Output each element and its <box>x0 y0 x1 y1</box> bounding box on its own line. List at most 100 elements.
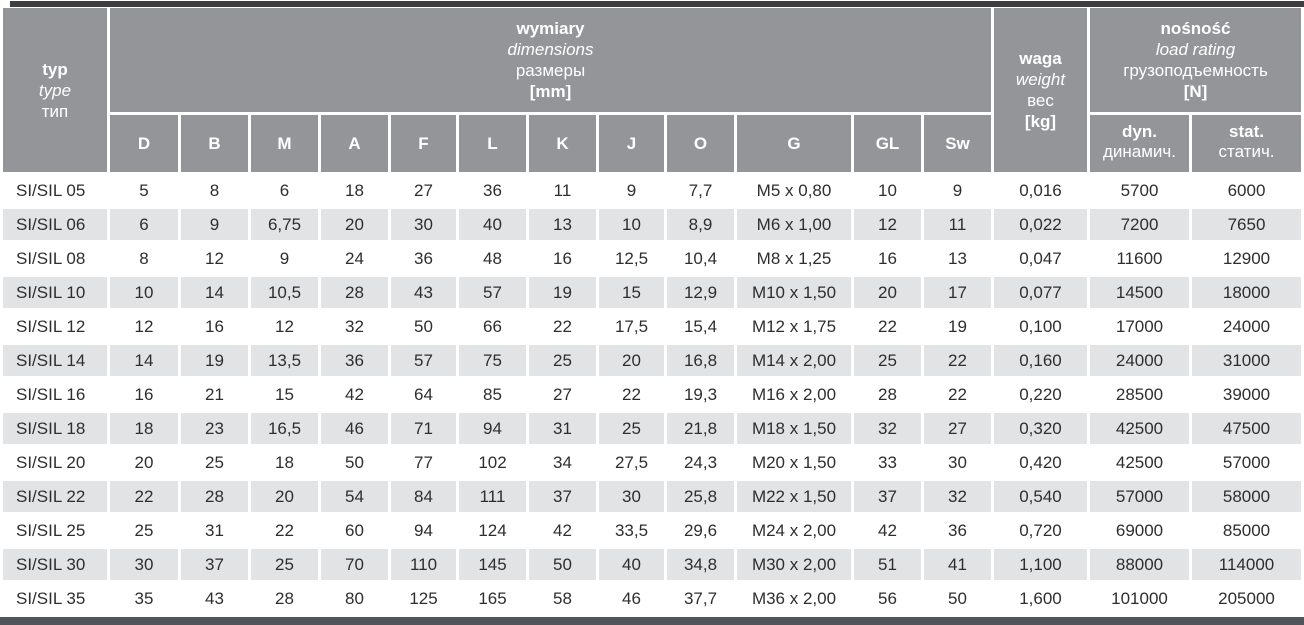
dimension-cell: 84 <box>391 481 456 512</box>
col-header-A: A <box>321 115 388 172</box>
dimension-cell: 10,4 <box>667 243 734 274</box>
dimension-cell: 9 <box>599 175 664 206</box>
dimension-cell: 16 <box>529 243 596 274</box>
weight-cell: 0,320 <box>994 413 1087 444</box>
dimension-cell: 42 <box>529 515 596 546</box>
weight-cell: 0,220 <box>994 379 1087 410</box>
dyn-load-cell: 28500 <box>1090 379 1189 410</box>
dimension-cell: 25 <box>854 345 921 376</box>
dimension-cell: 15 <box>599 277 664 308</box>
stat-load-cell: 57000 <box>1192 447 1302 478</box>
dimension-cell: 18 <box>321 175 388 206</box>
col-header-G: G <box>737 115 851 172</box>
dimension-cell: 31 <box>529 413 596 444</box>
dimension-cell: 19,3 <box>667 379 734 410</box>
dimension-cell: 20 <box>321 209 388 240</box>
dimension-cell: 12,9 <box>667 277 734 308</box>
dimension-cell: 15 <box>251 379 318 410</box>
dimension-cell: 15,4 <box>667 311 734 342</box>
stat-load-cell: 58000 <box>1192 481 1302 512</box>
type-label-ru: тип <box>41 101 69 121</box>
load-rating-label-pl: nośność <box>1160 19 1231 38</box>
dimension-cell: M36 x 2,00 <box>737 583 851 614</box>
dimension-cell: 24,3 <box>667 447 734 478</box>
dimension-cell: M12 x 1,75 <box>737 311 851 342</box>
dimension-cell: 5 <box>110 175 178 206</box>
load-rating-label-en: load rating <box>1155 40 1236 59</box>
dimension-cell: 16,5 <box>251 413 318 444</box>
type-cell: SI/SIL 12 <box>3 311 107 342</box>
dimensions-label-en: dimensions <box>507 40 594 59</box>
dimension-cell: 27 <box>924 413 991 444</box>
dimension-cell: 165 <box>459 583 526 614</box>
weight-cell: 0,720 <box>994 515 1087 546</box>
dimension-cell: 13 <box>924 243 991 274</box>
dimension-cell: 10 <box>110 277 178 308</box>
dyn-load-cell: 17000 <box>1090 311 1189 342</box>
dyn-load-cell: 14500 <box>1090 277 1189 308</box>
dimension-cell: 110 <box>391 549 456 580</box>
table-row: SI/SIL 18 18 23 16,5 46 71 94 31 25 21,8 M18 x 1,5… <box>3 413 1302 444</box>
dimension-cell: 51 <box>854 549 921 580</box>
dimension-cell: 23 <box>181 413 248 444</box>
col-header-L: L <box>459 115 526 172</box>
dimension-cell: 28 <box>181 481 248 512</box>
stat-load-cell: 12900 <box>1192 243 1302 274</box>
dimension-cell: 12 <box>854 209 921 240</box>
weight-label-en: weight <box>1015 70 1066 89</box>
dimension-cell: 36 <box>321 345 388 376</box>
type-cell: SI/SIL 06 <box>3 209 107 240</box>
dimension-cell: 21,8 <box>667 413 734 444</box>
dimension-cell: 11 <box>529 175 596 206</box>
dimension-cell: 16 <box>110 379 178 410</box>
dimension-cell: 12 <box>181 243 248 274</box>
dimension-cell: 9 <box>924 175 991 206</box>
dimension-cell: 46 <box>321 413 388 444</box>
header-group-row: typ type тип wymiary dimensions размеры … <box>3 8 1302 172</box>
col-header-type: typ type тип <box>3 8 107 172</box>
dimension-cell: M5 x 0,80 <box>737 175 851 206</box>
dimension-cell: 10 <box>854 175 921 206</box>
dyn-load-cell: 24000 <box>1090 345 1189 376</box>
dimension-cell: 57 <box>459 277 526 308</box>
dimension-cell: 66 <box>459 311 526 342</box>
dimension-cell: M6 x 1,00 <box>737 209 851 240</box>
dimension-cell: 12 <box>110 311 178 342</box>
type-cell: SI/SIL 05 <box>3 175 107 206</box>
dimensions-unit: [mm] <box>529 82 572 101</box>
dimension-cell: 40 <box>459 209 526 240</box>
type-cell: SI/SIL 18 <box>3 413 107 444</box>
type-cell: SI/SIL 22 <box>3 481 107 512</box>
dimension-cell: 37 <box>854 481 921 512</box>
dimension-cell: 37 <box>181 549 248 580</box>
dimension-cell: 94 <box>391 515 456 546</box>
dimension-cell: 12,5 <box>599 243 664 274</box>
dimension-cell: 37,7 <box>667 583 734 614</box>
table-row: SI/SIL 16 16 21 15 42 64 85 27 22 19,3 M16 x 2,00 2… <box>3 379 1302 410</box>
dimension-cell: 27 <box>529 379 596 410</box>
dimension-cell: 20 <box>599 345 664 376</box>
dyn-label-ru: динамич. <box>1102 142 1177 161</box>
col-header-B: B <box>181 115 248 172</box>
dimension-cell: M30 x 2,00 <box>737 549 851 580</box>
dimension-cell: 17,5 <box>599 311 664 342</box>
dimension-cell: 58 <box>529 583 596 614</box>
table-row: SI/SIL 12 12 16 12 32 50 66 22 17,5 15,4 M12 x 1,7… <box>3 311 1302 342</box>
stat-load-cell: 31000 <box>1192 345 1302 376</box>
weight-cell: 0,160 <box>994 345 1087 376</box>
dimension-cell: 30 <box>110 549 178 580</box>
dimension-cell: 64 <box>391 379 456 410</box>
col-header-O: O <box>667 115 734 172</box>
dimension-cell: 75 <box>459 345 526 376</box>
dimension-cell: 43 <box>181 583 248 614</box>
dimension-cell: 7,7 <box>667 175 734 206</box>
col-header-F: F <box>391 115 456 172</box>
dimension-cell: 10 <box>599 209 664 240</box>
stat-load-cell: 24000 <box>1192 311 1302 342</box>
dimension-cell: 85 <box>459 379 526 410</box>
type-cell: SI/SIL 30 <box>3 549 107 580</box>
weight-cell: 0,016 <box>994 175 1087 206</box>
bottom-edge-bar <box>0 617 1304 625</box>
dimension-cell: 16 <box>181 311 248 342</box>
